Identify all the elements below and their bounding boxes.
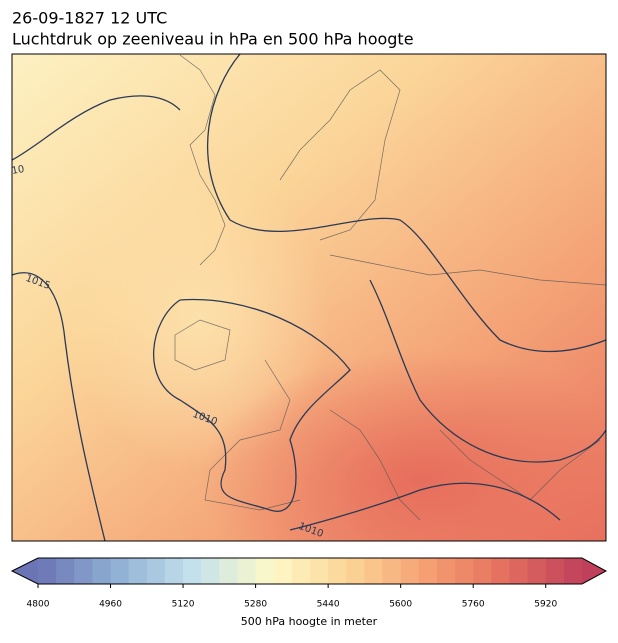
colorbar-segment [563, 558, 583, 584]
colorbar-segment [527, 558, 547, 584]
colorbar-segment [255, 558, 275, 584]
colorbar-segment [219, 558, 238, 584]
colorbar-tick-label: 5120 [172, 600, 195, 610]
colorbar-segment [382, 558, 402, 584]
colorbar-segment [128, 558, 148, 584]
colorbar-segment [110, 558, 130, 584]
colorbar-segment [346, 558, 365, 584]
title-line1: 26-09-1827 12 UTC [12, 9, 167, 28]
colorbar-segment [92, 558, 112, 584]
colorbar-segment [201, 558, 220, 584]
colorbar-label: 500 hPa hoogte in meter [241, 615, 378, 628]
colorbar-segment [237, 558, 257, 584]
colorbar-tick-label: 4960 [99, 600, 122, 610]
colorbar-segment [183, 558, 202, 584]
colorbar-segment [491, 558, 510, 584]
colorbar-tick-label: 4800 [27, 600, 50, 610]
colorbar-segment [455, 558, 474, 584]
colorbar-tick-label: 5280 [244, 600, 267, 610]
colorbar-segment [328, 558, 347, 584]
colorbar-extend-low [12, 558, 38, 584]
colorbar-segment [418, 558, 438, 584]
colorbar-tick-label: 5600 [389, 600, 412, 610]
colorbar: 4800 4960 5120 5280 5440 5600 5760 5920 [10, 557, 608, 610]
coastlines [174, 54, 606, 521]
colorbar-tick-label: 5920 [534, 600, 557, 610]
colorbar-segment [273, 558, 293, 584]
colorbar-segment [400, 558, 420, 584]
colorbar-segment [164, 558, 184, 584]
colorbar-segment [364, 558, 384, 584]
colorbar-segment [146, 558, 166, 584]
colorbar-tick-label: 5440 [317, 600, 340, 610]
colorbar-segment [436, 558, 456, 584]
colorbar-segment [291, 558, 311, 584]
contour-label: 10 [11, 164, 25, 177]
map: 10 1015 1010 1010 [11, 54, 606, 541]
colorbar-segment [509, 558, 529, 584]
colorbar-segment [56, 558, 75, 584]
title-line2: Luchtdruk op zeeniveau in hPa en 500 hPa… [12, 30, 414, 49]
colorbar-extend-high [582, 558, 606, 584]
map-frame [11, 53, 607, 542]
colorbar-segment [38, 558, 57, 584]
colorbar-segment [310, 558, 329, 584]
isobars [12, 54, 606, 541]
colorbar-tick-label: 5760 [462, 600, 485, 610]
colorbar-segment [74, 558, 93, 584]
colorbar-segment [545, 558, 565, 584]
shade [200, 350, 606, 541]
colorbar-segment [473, 558, 492, 584]
